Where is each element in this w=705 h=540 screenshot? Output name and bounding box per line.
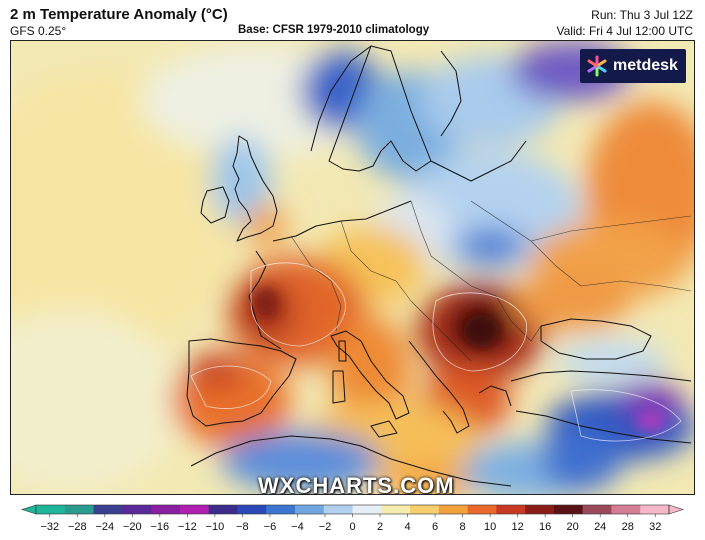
legend-swatch bbox=[553, 505, 584, 514]
legend-swatch bbox=[237, 505, 267, 514]
country-borders bbox=[290, 200, 692, 362]
legend-arrow-left bbox=[21, 504, 37, 515]
legend-swatch bbox=[122, 505, 152, 514]
legend-tick-label: 28 bbox=[622, 521, 634, 533]
legend-tick-label: −2 bbox=[319, 521, 332, 533]
legend-swatch bbox=[410, 505, 440, 514]
metdesk-logo-text: metdesk bbox=[613, 57, 678, 74]
legend-tick-label: −32 bbox=[40, 521, 59, 533]
legend-tick-label: −16 bbox=[151, 521, 170, 533]
legend-tick-label: 8 bbox=[460, 521, 466, 533]
legend-tick-label: 10 bbox=[484, 521, 496, 533]
metdesk-logo: metdesk bbox=[580, 49, 686, 83]
legend-tick-label: 6 bbox=[432, 521, 438, 533]
legend-tick-label: −6 bbox=[264, 521, 277, 533]
legend-tick-label: 24 bbox=[594, 521, 606, 533]
legend-swatch bbox=[208, 505, 238, 514]
valid-time-label: Valid: Fri 4 Jul 12:00 UTC bbox=[556, 24, 694, 38]
legend-tick-label: 20 bbox=[567, 521, 579, 533]
model-label: GFS 0.25° bbox=[10, 24, 67, 38]
legend-tick-label: −12 bbox=[178, 521, 197, 533]
map-canvas bbox=[11, 41, 694, 494]
color-scale-legend: −32 −28 −24 −20 −16 −12 −10 −8 −6 −4 −2 0 2 4 6 8 10 12 16… bbox=[20, 503, 685, 537]
temperature-anomaly-map: metdesk WXCHARTS.COM bbox=[10, 40, 695, 495]
legend-tick-label: 12 bbox=[512, 521, 524, 533]
legend-tick-label: −28 bbox=[68, 521, 87, 533]
legend-swatch bbox=[323, 505, 353, 514]
legend-tick-label: −20 bbox=[123, 521, 142, 533]
legend-swatch bbox=[525, 505, 555, 514]
legend-swatch bbox=[179, 505, 210, 514]
wxcharts-watermark: WXCHARTS.COM bbox=[258, 473, 455, 495]
climatology-base-label: Base: CFSR 1979-2010 climatology bbox=[238, 24, 430, 36]
legend-swatch bbox=[64, 505, 95, 514]
legend-tick-label: 32 bbox=[649, 521, 661, 533]
chart-title: 2 m Temperature Anomaly (°C) bbox=[10, 6, 228, 23]
legend-swatch bbox=[381, 505, 411, 514]
legend-swatch bbox=[36, 505, 66, 514]
legend-swatch bbox=[266, 505, 296, 514]
metdesk-logo-icon bbox=[587, 55, 607, 77]
coastlines bbox=[186, 45, 692, 487]
legend-tick-label: −4 bbox=[291, 521, 304, 533]
legend-tick-label: −8 bbox=[236, 521, 249, 533]
legend-swatch bbox=[151, 505, 181, 514]
legend-tick-label: −10 bbox=[206, 521, 225, 533]
legend-swatch bbox=[294, 505, 325, 514]
legend-tick-label: 16 bbox=[539, 521, 551, 533]
legend-tick-label: 4 bbox=[404, 521, 410, 533]
legend-swatch bbox=[438, 505, 469, 514]
anomaly-contours bbox=[190, 262, 682, 442]
legend-tick-label: 0 bbox=[349, 521, 355, 533]
legend-tick-label: 2 bbox=[377, 521, 383, 533]
legend-swatch bbox=[467, 505, 497, 514]
legend-swatch bbox=[582, 505, 612, 514]
legend-swatch bbox=[611, 505, 641, 514]
run-time-label: Run: Thu 3 Jul 12Z bbox=[591, 8, 693, 22]
legend-tick-label: −24 bbox=[95, 521, 114, 533]
legend-swatch bbox=[93, 505, 123, 514]
legend-swatch bbox=[496, 505, 526, 514]
legend-arrow-right bbox=[668, 504, 684, 515]
legend-swatch bbox=[640, 505, 670, 514]
legend-swatch bbox=[352, 505, 382, 514]
color-scale-svg: −32 −28 −24 −20 −16 −12 −10 −8 −6 −4 −2 0 2 4 6 8 10 12 16… bbox=[21, 504, 684, 533]
